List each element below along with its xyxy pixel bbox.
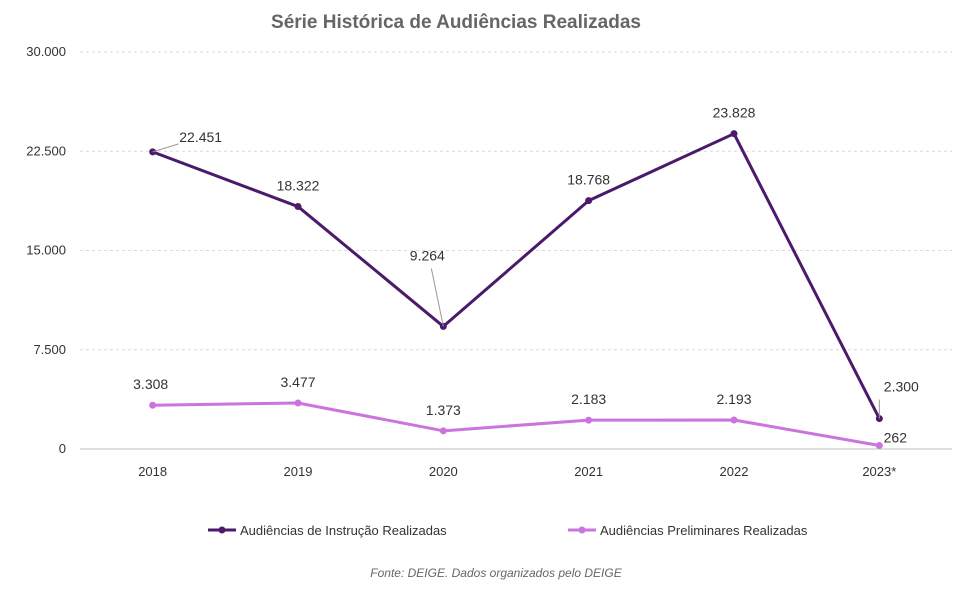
y-tick-label: 22.500 bbox=[26, 143, 66, 158]
data-point bbox=[730, 416, 738, 424]
data-label: 3.477 bbox=[280, 374, 315, 390]
series-line-1 bbox=[152, 132, 881, 420]
data-label: 3.308 bbox=[133, 376, 168, 392]
data-point bbox=[585, 416, 593, 424]
data-point bbox=[875, 442, 883, 450]
x-tick-label: 2022 bbox=[720, 464, 749, 479]
y-tick-label: 0 bbox=[59, 441, 66, 456]
data-point bbox=[585, 197, 593, 205]
legend-marker bbox=[218, 526, 226, 534]
x-tick-label: 2020 bbox=[429, 464, 458, 479]
y-tick-label: 15.000 bbox=[26, 243, 66, 258]
gridlines bbox=[80, 51, 952, 450]
data-label: 262 bbox=[884, 430, 908, 446]
legend: Audiências de Instrução Realizadas Audiên… bbox=[208, 523, 808, 538]
y-axis-ticks: 0 7.500 15.000 22.500 30.000 bbox=[26, 44, 66, 456]
x-tick-label: 2021 bbox=[574, 464, 603, 479]
data-label: 18.322 bbox=[277, 178, 320, 194]
y-tick-label: 30.000 bbox=[26, 44, 66, 59]
x-axis-ticks: 2018 2019 2020 2021 2022 2023* bbox=[138, 464, 896, 479]
data-point bbox=[294, 399, 302, 407]
data-label: 2.300 bbox=[884, 379, 919, 395]
label-leader-line bbox=[430, 268, 444, 327]
data-label: 18.768 bbox=[567, 172, 610, 188]
label-leader-line bbox=[152, 143, 179, 153]
data-label: 1.373 bbox=[426, 402, 461, 418]
data-label: 2.183 bbox=[571, 391, 606, 407]
data-label: 22.451 bbox=[179, 129, 222, 145]
data-label: 9.264 bbox=[410, 247, 445, 263]
chart-title: Série Histórica de Audiências Realizadas bbox=[271, 12, 641, 33]
data-point bbox=[439, 427, 447, 435]
data-point bbox=[294, 203, 302, 211]
data-label: 23.828 bbox=[713, 105, 756, 121]
series-line-2 bbox=[152, 401, 880, 448]
series-lines bbox=[149, 130, 883, 450]
y-tick-label: 7.500 bbox=[33, 342, 66, 357]
x-tick-label: 2023* bbox=[862, 464, 896, 479]
legend-marker bbox=[578, 526, 586, 534]
x-tick-label: 2019 bbox=[284, 464, 313, 479]
x-tick-label: 2018 bbox=[138, 464, 167, 479]
data-point bbox=[149, 401, 157, 409]
legend-label-2: Audiências Preliminares Realizadas bbox=[600, 523, 808, 538]
source-note: Fonte: DEIGE. Dados organizados pelo DEI… bbox=[370, 566, 622, 580]
data-labels: 22.451 18.322 9.264 18.768 23.828 2.300 3.308 3… bbox=[133, 105, 919, 446]
data-label: 2.193 bbox=[716, 391, 751, 407]
data-point bbox=[730, 130, 738, 138]
legend-label-1: Audiências de Instrução Realizadas bbox=[240, 523, 447, 538]
